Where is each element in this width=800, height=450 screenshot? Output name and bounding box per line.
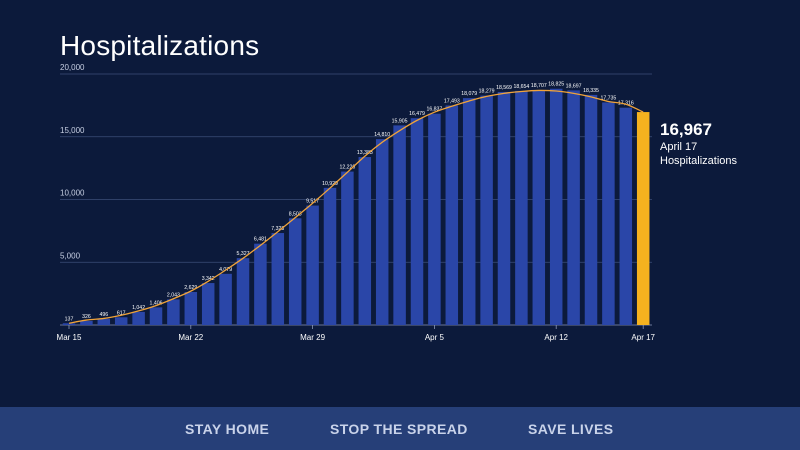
page-title: Hospitalizations	[60, 30, 260, 61]
bar	[271, 233, 285, 325]
bar	[219, 273, 232, 325]
bar	[184, 292, 198, 325]
bar-value-label: 18,825	[548, 82, 564, 88]
bar	[97, 318, 111, 325]
bar	[584, 94, 598, 325]
highlight-bar	[636, 112, 650, 325]
bar-value-label: 326	[82, 314, 91, 320]
y-tick-label: 5,000	[60, 251, 81, 260]
bar	[549, 88, 563, 325]
bar	[288, 218, 302, 325]
bar-value-label: 18,569	[496, 85, 512, 91]
bar	[114, 317, 128, 325]
bar	[602, 102, 615, 325]
y-tick-label: 10,000	[60, 189, 85, 198]
bar	[619, 107, 633, 325]
bar-value-label: 18,697	[566, 83, 582, 89]
bar-value-label: 13,383	[357, 150, 373, 156]
bar	[480, 95, 493, 326]
bar	[428, 113, 441, 325]
latest-label: Hospitalizations	[660, 155, 738, 167]
latest-value: 16,967	[660, 120, 712, 139]
bar-value-label: 496	[99, 312, 108, 318]
bar	[62, 323, 76, 325]
slogan-stop-the-spread: STOP THE SPREAD	[330, 421, 468, 437]
bar-value-label: 137	[65, 316, 74, 322]
bar-value-label: 2,043	[167, 292, 180, 298]
bar-value-label: 5,327	[237, 251, 250, 257]
bar	[410, 118, 424, 325]
bar-value-label: 617	[117, 310, 126, 316]
x-tick-label: Apr 5	[425, 333, 445, 342]
bar-value-label: 17,735	[600, 95, 616, 101]
bar	[80, 320, 93, 325]
bar-value-label: 16,837	[426, 107, 442, 113]
bar	[254, 243, 267, 325]
bar-value-label: 7,328	[271, 226, 284, 232]
bar-value-label: 18,707	[531, 83, 547, 89]
slogan-stay-home: STAY HOME	[185, 421, 270, 437]
x-tick-label: Mar 29	[300, 333, 325, 342]
bar	[149, 307, 163, 325]
latest-date: April 17	[660, 141, 698, 153]
bar	[515, 90, 528, 325]
bar-value-label: 3,342	[202, 276, 215, 282]
bar	[167, 299, 180, 325]
bar	[236, 258, 250, 325]
bar-value-label: 15,905	[392, 118, 408, 124]
bar-value-label: 18,335	[583, 88, 599, 94]
slogan-save-lives: SAVE LIVES	[528, 421, 614, 437]
bar	[358, 157, 372, 325]
bar	[375, 139, 389, 325]
bar	[445, 105, 459, 325]
y-tick-label: 15,000	[60, 126, 85, 135]
bar-value-label: 9,517	[306, 199, 319, 205]
bar-value-label: 6,481	[254, 237, 267, 243]
x-tick-label: Apr 12	[544, 333, 568, 342]
y-tick-label: 20,000	[60, 63, 85, 72]
bar-value-label: 18,079	[461, 91, 477, 97]
latest-value-callout: 16,967 April 17 Hospitalizations	[660, 120, 737, 168]
footer-banner: STAY HOME STOP THE SPREAD SAVE LIVES	[0, 407, 800, 450]
bar	[532, 90, 546, 326]
bar-value-label: 1,042	[132, 305, 145, 311]
bar-value-label: 17,493	[444, 98, 460, 104]
bar	[306, 205, 319, 325]
x-tick-label: Apr 17	[631, 333, 655, 342]
bar	[393, 125, 406, 326]
bar-value-label: 16,479	[409, 111, 425, 117]
bar-value-label: 10,929	[322, 181, 338, 187]
bar-value-label: 1,406	[150, 300, 163, 306]
bar	[341, 171, 354, 325]
bar-value-label: 14,810	[374, 132, 390, 138]
bar-value-label: 18,279	[479, 89, 495, 95]
x-tick-label: Mar 15	[57, 333, 82, 342]
bar	[497, 91, 511, 326]
bar	[567, 90, 580, 325]
trend-line	[68, 89, 644, 324]
bar	[323, 187, 337, 325]
x-tick-label: Mar 22	[178, 333, 203, 342]
bar	[201, 283, 215, 325]
bar-value-label: 8,503	[289, 211, 302, 217]
bar-value-label: 2,629	[184, 285, 197, 291]
bar-value-label: 12,226	[339, 165, 355, 171]
hospitalizations-chart: 5,000 10,000 15,000 20,000 137 326 496 617 1,042…	[57, 63, 656, 342]
bar-value-label: 18,654	[513, 84, 529, 90]
bar	[132, 311, 145, 325]
bar	[462, 98, 476, 325]
